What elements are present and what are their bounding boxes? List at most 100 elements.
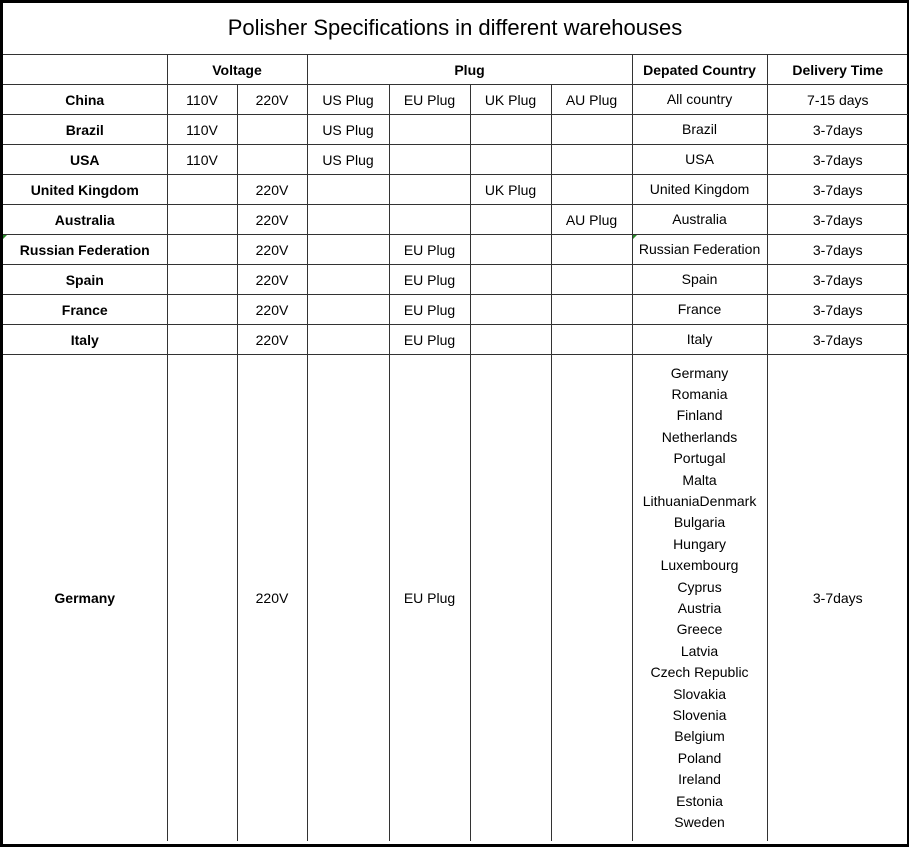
cell-us: [306, 354, 390, 841]
cell-v220: 220V: [236, 294, 308, 325]
departed-country-item: Czech Republic: [650, 664, 749, 681]
cell-uk: [469, 294, 552, 325]
cell-departed-countries: United Kingdom: [631, 174, 768, 205]
table-row: United Kingdom 220V UK Plug United Kingdom 3…: [3, 174, 909, 205]
cell-warehouse: China: [3, 84, 168, 115]
table-row: China 110V 220V US Plug EU Plug UK Plug AU Plu…: [3, 84, 909, 115]
cell-uk: [469, 204, 552, 235]
cell-warehouse: Spain: [3, 264, 168, 295]
cell-uk: [469, 234, 552, 265]
cell-v220: [236, 114, 308, 145]
cell-warehouse: Russian Federation: [3, 234, 168, 265]
cell-departed-countries: France: [631, 294, 768, 325]
cell-us: US Plug: [306, 84, 390, 115]
cell-au: [550, 324, 633, 355]
header-row: Voltage Plug Depated Country Delivery Ti…: [3, 55, 909, 85]
cell-au: [550, 264, 633, 295]
cell-v110: [166, 234, 238, 265]
departed-country-item: Luxembourg: [660, 557, 739, 574]
departed-country-item: Australia: [672, 210, 727, 227]
cell-departed-countries: Germany Romania Finland Netherlands Portugal…: [631, 354, 768, 841]
table-row: France 220V EU Plug France 3-7days: [3, 294, 909, 325]
cell-delivery: 3-7days: [766, 144, 909, 175]
cell-v110: [166, 294, 238, 325]
table-row: Brazil 110V US Plug Brazil 3-7days: [3, 114, 909, 145]
table-row: Italy 220V EU Plug Italy 3-7days: [3, 324, 909, 355]
departed-country-item: Hungary: [673, 535, 726, 552]
table-row: Russian Federation 220V EU Plug Russian Fed…: [3, 234, 909, 265]
departed-country-item: Brazil: [682, 120, 718, 137]
cell-au: [550, 144, 633, 175]
departed-country-item: Portugal: [673, 450, 726, 467]
cell-departed-countries: All country: [631, 84, 768, 115]
departed-country-item: USA: [685, 150, 714, 167]
cell-departed-countries: USA: [631, 144, 768, 175]
cell-eu: [388, 174, 471, 205]
cell-v110: [166, 354, 238, 841]
cell-us: [306, 294, 390, 325]
header-plug: Plug: [306, 55, 633, 85]
cell-eu: EU Plug: [388, 324, 471, 355]
cell-delivery: 3-7days: [766, 294, 909, 325]
departed-country-item: Sweden: [674, 814, 725, 831]
departed-country-item: Slovenia: [672, 707, 727, 724]
cell-warehouse: Australia: [3, 204, 168, 235]
cell-v110: 110V: [166, 114, 238, 145]
cell-delivery: 3-7days: [766, 264, 909, 295]
departed-country-item: Austria: [677, 600, 722, 616]
cell-au: [550, 354, 633, 841]
departed-country-item: Netherlands: [661, 428, 738, 445]
cell-eu: EU Plug: [388, 294, 471, 325]
cell-eu: [388, 114, 471, 145]
departed-country-item: Slovakia: [673, 685, 726, 702]
cell-departed-countries: Russian Federation: [631, 234, 768, 265]
departed-country-item: Germany: [670, 364, 729, 381]
cell-v220: [236, 144, 308, 175]
cell-us: US Plug: [306, 114, 390, 145]
departed-country-item: Ireland: [678, 771, 721, 788]
cell-v110: [166, 264, 238, 295]
departed-country-item: Belgium: [674, 728, 725, 745]
cell-v220: 220V: [236, 204, 308, 235]
cell-eu: [388, 204, 471, 235]
cell-warehouse: United Kingdom: [3, 174, 168, 205]
cell-warehouse: Italy: [3, 324, 168, 355]
cell-au: AU Plug: [550, 204, 633, 235]
departed-country-item: Spain: [681, 270, 718, 287]
departed-country-item: Romania: [671, 385, 728, 402]
departed-country-item: Finland: [676, 407, 723, 424]
header-delivery-time: Delivery Time: [766, 55, 909, 85]
cell-au: [550, 174, 633, 205]
cell-eu: EU Plug: [388, 234, 471, 265]
cell-eu: EU Plug: [388, 264, 471, 295]
cell-v110: 110V: [166, 144, 238, 175]
cell-us: US Plug: [306, 144, 390, 175]
cell-v220: 220V: [236, 324, 308, 355]
departed-country-item: United Kingdom: [649, 180, 750, 197]
departed-country-item: Latvia: [680, 642, 719, 659]
cell-delivery: 3-7days: [766, 204, 909, 235]
cell-departed-countries: Italy: [631, 324, 768, 355]
cell-warehouse: USA: [3, 144, 168, 175]
departed-country-item: LithuaniaDenmark: [642, 492, 757, 509]
departed-country-item: Estonia: [676, 792, 723, 809]
cell-au: AU Plug: [550, 84, 633, 115]
cell-uk: [469, 264, 552, 295]
table-row: USA 110V US Plug USA 3-7days: [3, 144, 909, 175]
cell-au: [550, 234, 633, 265]
cell-v220: 220V: [236, 174, 308, 205]
table-title: Polisher Specifications in different war…: [3, 3, 907, 55]
cell-uk: UK Plug: [469, 174, 552, 205]
departed-country-item: Italy: [686, 330, 713, 347]
cell-v220: 220V: [236, 84, 308, 115]
cell-us: [306, 174, 390, 205]
cell-us: [306, 324, 390, 355]
cell-departed-countries: Australia: [631, 204, 768, 235]
cell-eu: EU Plug: [388, 354, 471, 841]
header-warehouse: [3, 55, 168, 85]
cell-delivery: 3-7days: [766, 234, 909, 265]
cell-us: [306, 234, 390, 265]
departed-country-item: France: [677, 300, 722, 317]
spec-table: Voltage Plug Depated Country Delivery Ti…: [3, 55, 909, 841]
cell-departed-countries: Spain: [631, 264, 768, 295]
